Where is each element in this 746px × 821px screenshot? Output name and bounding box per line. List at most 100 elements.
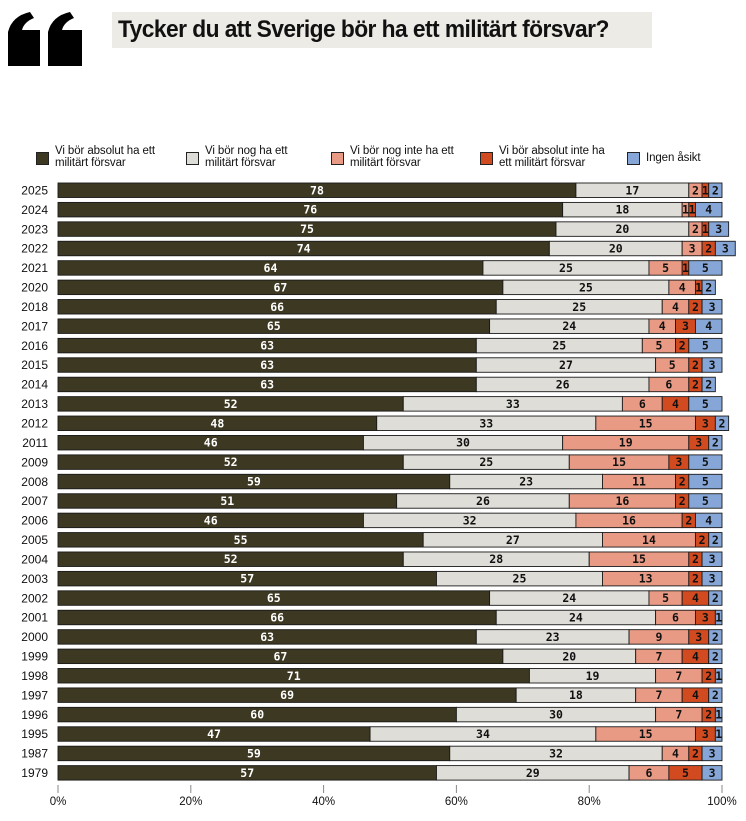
bar-segment bbox=[714, 726, 723, 742]
data-label: 14 bbox=[642, 533, 656, 547]
data-label: 1 bbox=[702, 183, 709, 197]
data-label: 52 bbox=[224, 552, 238, 566]
data-label: 7 bbox=[675, 669, 682, 683]
data-label: 16 bbox=[622, 513, 636, 527]
data-label: 5 bbox=[662, 591, 669, 605]
data-label: 5 bbox=[702, 494, 709, 508]
y-tick-label: 2002 bbox=[21, 591, 48, 605]
data-label: 4 bbox=[679, 280, 686, 294]
data-label: 25 bbox=[559, 261, 573, 275]
data-label: 3 bbox=[709, 766, 716, 780]
data-label: 3 bbox=[695, 630, 702, 644]
data-label: 4 bbox=[692, 688, 699, 702]
legend-swatch bbox=[186, 152, 199, 165]
bar-segment bbox=[701, 279, 716, 296]
y-tick-label: 2006 bbox=[21, 514, 48, 528]
data-label: 3 bbox=[709, 358, 716, 372]
legend-label: Ingen åsikt bbox=[646, 152, 701, 164]
data-label: 47 bbox=[207, 727, 221, 741]
data-label: 46 bbox=[204, 436, 218, 450]
data-label: 16 bbox=[615, 494, 629, 508]
y-tick-label: 2009 bbox=[21, 455, 48, 469]
legend-swatch bbox=[36, 152, 49, 165]
data-label: 15 bbox=[639, 416, 653, 430]
data-label: 2 bbox=[705, 377, 712, 391]
y-tick-label: 2012 bbox=[21, 416, 48, 430]
bar-segment bbox=[688, 396, 723, 412]
data-label: 32 bbox=[463, 513, 477, 527]
data-label: 23 bbox=[519, 475, 533, 489]
y-tick-label: 2000 bbox=[21, 630, 48, 644]
data-label: 5 bbox=[662, 261, 669, 275]
bar-segment bbox=[714, 668, 723, 684]
title-box: Tycker du att Sverige bör ha ett militär… bbox=[112, 12, 652, 48]
data-label: 3 bbox=[702, 727, 709, 741]
data-label: 20 bbox=[562, 649, 576, 663]
data-label: 1 bbox=[682, 203, 689, 217]
chart-title: Tycker du att Sverige bör ha ett militär… bbox=[118, 16, 609, 43]
data-label: 57 bbox=[240, 572, 254, 586]
data-label: 3 bbox=[702, 416, 709, 430]
data-label: 71 bbox=[287, 669, 301, 683]
quote-icon bbox=[8, 12, 82, 66]
data-label: 5 bbox=[669, 358, 676, 372]
y-tick-label: 2005 bbox=[21, 533, 48, 547]
data-label: 1 bbox=[689, 203, 696, 217]
data-label: 2 bbox=[679, 339, 686, 353]
y-tick-label: 2013 bbox=[21, 397, 48, 411]
bar-segment bbox=[688, 337, 723, 354]
data-label: 11 bbox=[632, 475, 646, 489]
y-tick-label: 2001 bbox=[21, 611, 48, 625]
data-label: 78 bbox=[310, 183, 324, 197]
y-tick-label: 2008 bbox=[21, 475, 48, 489]
data-label: 1 bbox=[715, 610, 722, 624]
x-tick-label: 0% bbox=[50, 796, 67, 808]
legend-item-nog-nej: Vi bör nog inte ha ett militärt försvar bbox=[331, 145, 454, 169]
data-label: 1 bbox=[695, 280, 702, 294]
data-label: 5 bbox=[702, 397, 709, 411]
data-label: 2 bbox=[705, 242, 712, 256]
data-label: 65 bbox=[267, 591, 281, 605]
data-label: 4 bbox=[692, 649, 699, 663]
data-label: 33 bbox=[506, 397, 520, 411]
legend-label: Vi bör absolut ha ett militärt försvar bbox=[55, 145, 155, 169]
legend-label: Vi bör nog inte ha ett militärt försvar bbox=[350, 145, 454, 169]
data-label: 52 bbox=[224, 455, 238, 469]
data-label: 25 bbox=[479, 455, 493, 469]
data-label: 2 bbox=[719, 416, 726, 430]
data-label: 5 bbox=[702, 455, 709, 469]
data-label: 20 bbox=[609, 242, 623, 256]
data-label: 1 bbox=[702, 222, 709, 236]
data-label: 2 bbox=[692, 358, 699, 372]
data-label: 27 bbox=[506, 533, 520, 547]
data-label: 34 bbox=[476, 727, 490, 741]
data-label: 63 bbox=[260, 377, 274, 391]
data-label: 46 bbox=[204, 513, 218, 527]
x-tick-label: 80% bbox=[578, 796, 601, 808]
data-label: 4 bbox=[692, 591, 699, 605]
data-label: 17 bbox=[625, 183, 639, 197]
data-label: 2 bbox=[692, 222, 699, 236]
data-label: 7 bbox=[655, 688, 662, 702]
data-label: 2 bbox=[705, 669, 712, 683]
y-tick-label: 2016 bbox=[21, 339, 48, 353]
legend-swatch bbox=[480, 152, 493, 165]
data-label: 6 bbox=[645, 766, 652, 780]
data-label: 24 bbox=[562, 319, 576, 333]
data-label: 7 bbox=[655, 649, 662, 663]
data-label: 2 bbox=[692, 377, 699, 391]
data-label: 69 bbox=[280, 688, 294, 702]
data-label: 2 bbox=[692, 746, 699, 760]
data-label: 2 bbox=[705, 708, 712, 722]
data-label: 24 bbox=[569, 610, 583, 624]
data-label: 33 bbox=[479, 416, 493, 430]
legend: Vi bör absolut ha ett militärt försvar V… bbox=[0, 145, 746, 177]
bar-segment bbox=[708, 532, 723, 548]
x-tick-label: 60% bbox=[445, 796, 468, 808]
data-label: 4 bbox=[672, 300, 679, 314]
data-label: 25 bbox=[513, 572, 527, 586]
data-label: 25 bbox=[572, 300, 586, 314]
data-label: 1 bbox=[682, 261, 689, 275]
data-label: 9 bbox=[655, 630, 662, 644]
data-label: 26 bbox=[556, 377, 570, 391]
